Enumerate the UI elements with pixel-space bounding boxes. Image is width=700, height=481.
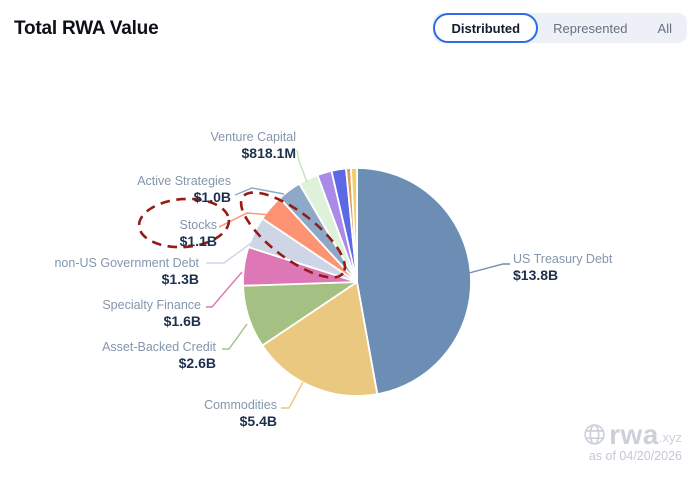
annotation-circle-stocks-label [137,197,231,249]
segment-name: Specialty Finance [102,298,201,312]
pie-label-specialty-finance: Specialty Finance $1.6B [102,297,201,329]
pie-label-stocks: Stocks $1.1B [179,217,217,249]
pie-slice-us-treasury-debt[interactable] [356,167,472,396]
segment-name: Commodities [204,398,277,412]
watermark-brand: rwa [609,419,659,450]
segment-value: $1.1B [179,233,217,249]
segment-value: $1.0B [193,189,231,205]
rwa-watermark: rwa .xyz as of 04/20/2026 [582,419,682,463]
segment-value: $2.6B [178,355,216,371]
leader-line-active-strategies [234,187,285,196]
watermark-as-of-date: as of 04/20/2026 [588,449,682,463]
chart-header: Total RWA Value Distributed Represented … [0,0,700,43]
leader-line-us-treasury-debt [468,263,510,274]
pie-slice-commodities[interactable] [261,281,379,397]
page-title: Total RWA Value [14,18,159,39]
segment-name: Venture Capital [210,130,296,144]
globe-icon [584,424,605,445]
leader-line-commodities [281,381,304,409]
segment-value: $5.4B [239,413,277,429]
leader-line-non-us-government-debt [206,240,255,264]
view-toggle-group: Distributed Represented All [433,13,687,43]
pie-label-asset-backed-credit: Asset-Backed Credit $2.6B [102,339,216,371]
pie-label-non-us-government-debt: non-US Government Debt $1.3B [54,255,199,287]
segment-value: $13.8B [513,267,559,283]
segment-name: US Treasury Debt [513,252,613,266]
pie-label-us-treasury-debt: US Treasury Debt $13.8B [513,251,612,283]
segment-value: $1.3B [161,271,199,287]
pie-label-venture-capital: Venture Capital $818.1M [211,129,296,161]
segment-name: Asset-Backed Credit [102,340,216,354]
tab-represented[interactable]: Represented [538,13,642,43]
leader-line-venture-capital [296,149,308,183]
tab-all[interactable]: All [643,13,687,43]
pie-slice-unlabeled-11[interactable] [349,167,358,283]
tab-distributed[interactable]: Distributed [433,13,539,43]
watermark-brand-suffix: .xyz [658,430,682,445]
leader-line-specialty-finance [206,271,243,308]
segment-value: $818.1M [241,145,296,161]
segment-value: $1.6B [163,313,201,329]
segment-name: Active Strategies [137,174,231,188]
pie-label-commodities: Commodities $5.4B [204,397,277,429]
leader-line-asset-backed-credit [222,323,248,350]
segment-name: non-US Government Debt [54,256,199,270]
segment-name: Stocks [179,218,217,232]
pie-label-active-strategies: Active Strategies $1.0B [137,173,231,205]
